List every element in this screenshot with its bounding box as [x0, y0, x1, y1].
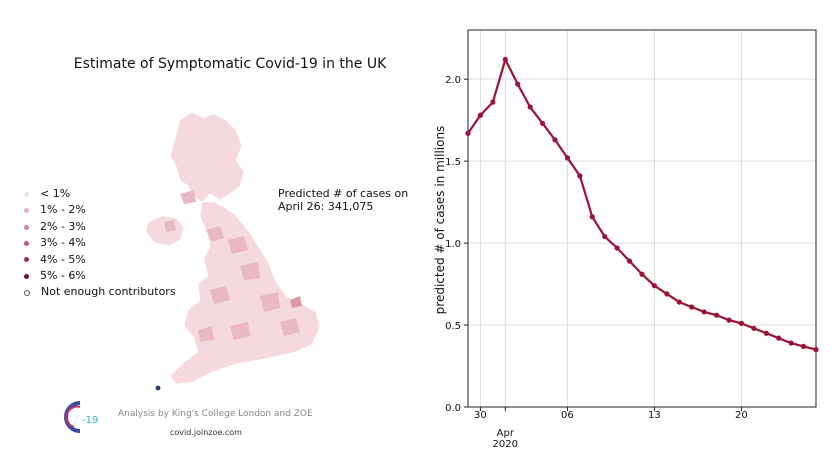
map-region-england — [169, 201, 321, 385]
data-point — [701, 309, 707, 315]
legend-swatch — [24, 191, 29, 197]
data-point — [626, 258, 633, 264]
data-point — [477, 112, 484, 118]
legend-swatch — [24, 240, 29, 246]
legend-item: 3% - 4% — [24, 235, 176, 251]
x-tick-label: 13 — [648, 410, 661, 421]
legend-label: 1% - 2% — [40, 203, 86, 217]
legend-label: 2% - 3% — [40, 219, 86, 233]
x-axis: 30 Apr 2020 06 13 20 — [474, 407, 748, 450]
data-point — [490, 99, 496, 105]
legend-swatch — [24, 257, 29, 263]
chart-grid — [468, 30, 816, 408]
data-point — [751, 325, 757, 331]
data-point — [776, 335, 782, 341]
legend-label: 4% - 5% — [40, 252, 86, 266]
data-point — [502, 56, 508, 63]
y-tick-label: 2.0 — [445, 75, 461, 86]
y-tick-label: 1.0 — [445, 239, 461, 250]
series-points — [465, 56, 819, 353]
data-point — [465, 130, 471, 136]
x-tick-label: 20 — [735, 410, 748, 421]
legend-item: 1% - 2% — [24, 202, 176, 218]
legend-item: Not enough contributors — [24, 284, 176, 300]
legend-label: Not enough contributors — [41, 285, 176, 299]
x-tick-label: 30 — [474, 410, 487, 421]
x-tick-label: Apr 2020 — [493, 428, 518, 450]
data-point — [788, 340, 794, 346]
y-tick-label: 0.0 — [445, 403, 461, 414]
map-panel: Estimate of Symptomatic Covid-19 in the … — [24, 56, 408, 437]
legend-item: 2% - 3% — [24, 219, 176, 235]
data-point — [800, 343, 807, 349]
data-point — [763, 330, 769, 336]
predicted-cases-line1: Predicted # of cases on — [278, 187, 409, 200]
data-point — [602, 233, 608, 240]
predicted-cases: Predicted # of cases on April 26: 341,07… — [278, 187, 408, 213]
data-point — [689, 304, 695, 310]
uk-map — [145, 111, 321, 391]
logo-text: -19 — [82, 415, 98, 426]
covid-logo-icon: -19 — [64, 401, 98, 433]
legend-label: < 1% — [40, 187, 71, 200]
legend-item: 4% - 5% — [24, 252, 176, 268]
data-point — [614, 245, 620, 251]
data-point — [539, 120, 546, 127]
legend-swatch — [24, 224, 29, 230]
data-point — [664, 291, 670, 297]
data-point — [639, 271, 645, 277]
data-point — [564, 155, 571, 161]
legend-label: 3% - 4% — [40, 236, 86, 250]
series-line — [467, 56, 817, 351]
data-point — [726, 317, 732, 323]
legend-swatch — [24, 208, 29, 214]
legend-swatch — [24, 289, 30, 296]
map-legend: < 1% 1% - 2% 2% - 3% 3% - 4% 4% - 5% 5% … — [24, 186, 176, 301]
legend-label: 5% - 6% — [40, 269, 86, 283]
legend-item: 5% - 6% — [24, 268, 176, 284]
credit-url: covid.joinzoe.com — [170, 428, 242, 437]
data-point — [515, 81, 521, 87]
data-point — [651, 283, 658, 289]
map-region-scotland — [169, 111, 245, 203]
legend-item: < 1% — [24, 186, 176, 202]
data-point — [527, 104, 533, 110]
legend-swatch — [24, 273, 29, 279]
y-tick-label: 1.5 — [445, 157, 461, 168]
data-point — [813, 347, 819, 353]
plot-frame — [467, 29, 817, 408]
y-axis: 0.0 0.5 1.0 1.5 2.0 — [445, 75, 468, 414]
data-point — [577, 173, 583, 179]
y-tick-label: 0.5 — [445, 321, 461, 332]
y-axis-label: predicted # of cases in millions — [433, 126, 447, 315]
data-point — [738, 320, 745, 327]
data-point — [552, 137, 558, 143]
predicted-cases-line2: April 26: 341,075 — [278, 200, 374, 213]
data-point — [713, 312, 720, 318]
line-chart: 0.0 0.5 1.0 1.5 2.0 30 Apr 2020 06 13 20 predicte… — [433, 29, 819, 450]
x-tick-label: 06 — [561, 410, 574, 421]
credit-text: Analysis by King's College London and ZO… — [118, 409, 313, 419]
data-point — [589, 214, 595, 220]
data-point — [676, 299, 682, 305]
map-title: Estimate of Symptomatic Covid-19 in the … — [73, 56, 387, 72]
